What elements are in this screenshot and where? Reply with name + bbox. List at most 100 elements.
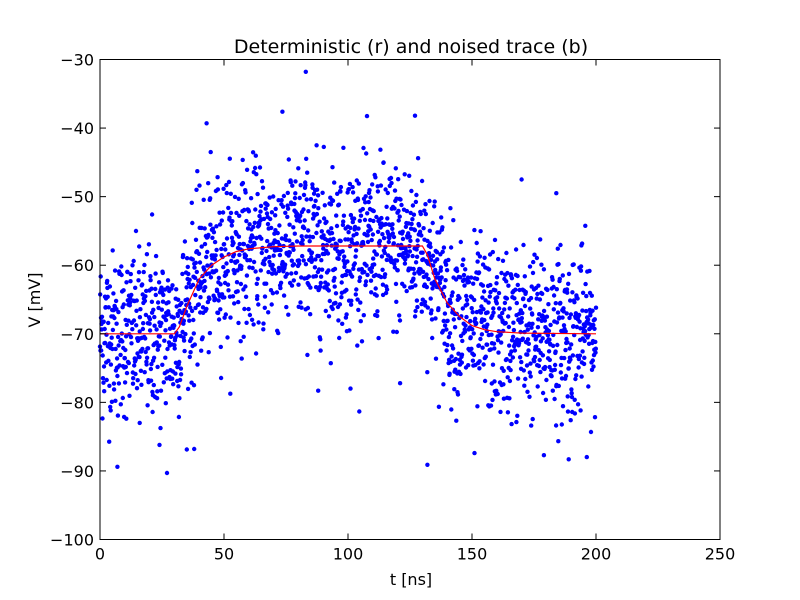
data-point	[153, 286, 158, 292]
data-point	[273, 271, 279, 276]
data-point	[207, 296, 212, 302]
data-point	[121, 288, 126, 293]
data-point	[593, 339, 598, 345]
data-point	[144, 252, 150, 257]
data-point	[181, 318, 187, 323]
data-point	[515, 282, 520, 288]
data-point	[458, 371, 463, 377]
data-point	[454, 418, 459, 423]
data-point	[505, 270, 510, 276]
data-point	[254, 281, 259, 286]
data-point	[219, 246, 224, 252]
data-point	[479, 332, 485, 337]
data-point	[176, 384, 181, 389]
data-point	[204, 306, 209, 312]
data-point	[221, 264, 226, 270]
data-point	[175, 313, 181, 319]
data-point	[318, 337, 323, 342]
data-point	[122, 356, 128, 361]
data-point	[514, 300, 519, 306]
data-point	[369, 290, 374, 295]
data-point	[107, 439, 112, 444]
data-point	[236, 320, 241, 326]
data-point	[235, 259, 240, 264]
data-point	[445, 318, 450, 323]
data-point	[415, 304, 420, 310]
data-point	[570, 290, 575, 295]
data-point	[520, 310, 525, 316]
data-point	[321, 144, 326, 150]
data-point	[139, 382, 144, 387]
data-point	[134, 323, 139, 328]
data-point	[463, 267, 468, 272]
data-point	[244, 218, 249, 224]
data-point	[299, 275, 304, 280]
data-point	[208, 275, 214, 280]
data-point	[497, 306, 502, 311]
data-point	[449, 354, 454, 359]
data-point	[264, 211, 270, 216]
data-point	[184, 256, 190, 261]
data-point	[442, 284, 447, 290]
data-point	[527, 264, 533, 269]
data-point	[491, 341, 497, 346]
data-point	[187, 277, 192, 282]
data-point	[319, 258, 324, 263]
data-point	[115, 373, 120, 379]
data-point	[140, 346, 145, 352]
data-point	[391, 234, 397, 240]
data-point	[306, 209, 311, 214]
data-point	[420, 269, 426, 274]
data-point	[260, 185, 266, 190]
data-point	[304, 197, 309, 202]
data-point	[532, 359, 537, 364]
data-point	[207, 271, 212, 276]
data-point	[384, 287, 390, 292]
data-point	[253, 269, 258, 274]
data-point	[272, 267, 277, 273]
data-point	[423, 202, 428, 207]
data-point	[192, 265, 197, 270]
data-point	[258, 268, 263, 273]
data-point	[556, 383, 561, 389]
data-point	[236, 234, 242, 239]
data-point	[383, 222, 388, 227]
data-point	[317, 284, 323, 289]
data-point	[100, 376, 106, 381]
data-point	[477, 366, 482, 371]
data-point	[509, 338, 515, 343]
data-point	[313, 257, 318, 262]
data-point	[230, 294, 236, 299]
data-point	[198, 285, 203, 290]
data-point	[372, 262, 377, 267]
data-point	[219, 218, 224, 223]
data-point	[149, 212, 155, 217]
data-point	[495, 338, 501, 343]
data-point	[338, 189, 343, 194]
data-point	[313, 274, 319, 279]
data-point	[522, 274, 527, 279]
data-point	[187, 354, 192, 360]
data-point	[133, 357, 138, 362]
data-point	[534, 344, 539, 349]
data-point	[508, 367, 513, 373]
data-point	[221, 242, 227, 247]
data-point	[188, 305, 193, 310]
data-point	[319, 267, 325, 272]
plot-frame	[99, 59, 721, 540]
data-point	[499, 270, 504, 276]
data-point	[137, 315, 143, 320]
data-point	[565, 340, 570, 345]
data-point	[404, 208, 410, 214]
data-point	[317, 219, 322, 224]
data-point	[305, 170, 310, 175]
data-point	[564, 336, 569, 342]
data-point	[204, 121, 209, 126]
data-point	[321, 216, 327, 221]
data-point	[494, 301, 499, 306]
data-point	[590, 358, 595, 363]
data-point	[359, 266, 364, 272]
data-point	[170, 283, 175, 288]
data-point	[263, 256, 268, 261]
data-point	[312, 203, 317, 209]
